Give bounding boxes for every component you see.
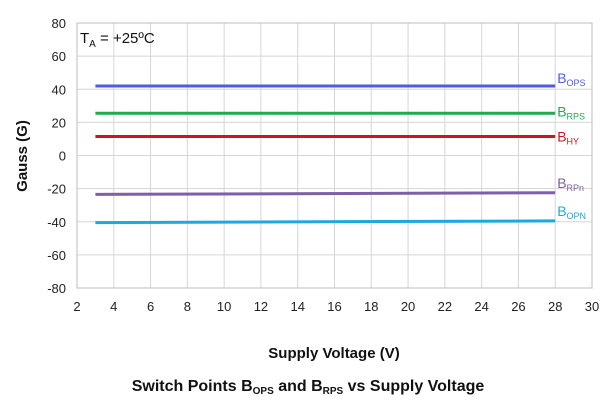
x-tick-label: 18 bbox=[364, 299, 378, 314]
x-tick-label: 30 bbox=[585, 299, 599, 314]
x-tick-label: 20 bbox=[401, 299, 415, 314]
x-tick-label: 8 bbox=[184, 299, 191, 314]
x-tick-label: 28 bbox=[548, 299, 562, 314]
x-tick-label: 4 bbox=[110, 299, 117, 314]
x-tick-label: 14 bbox=[290, 299, 304, 314]
x-axis-ticks: 2 4 6 8 10 12 14 16 18 20 22 24 26 28 30 bbox=[73, 299, 599, 314]
x-tick-label: 16 bbox=[327, 299, 341, 314]
y-tick-label: -20 bbox=[47, 182, 66, 197]
x-tick-label: 2 bbox=[73, 299, 80, 314]
y-tick-label: 40 bbox=[52, 82, 66, 97]
series-lines bbox=[95, 84, 556, 225]
y-tick-label: 60 bbox=[52, 49, 66, 64]
series-label-bhy: BHY bbox=[557, 128, 579, 146]
x-axis-title: Supply Voltage (V) bbox=[268, 345, 399, 362]
series-label-bops: BOPS bbox=[557, 70, 585, 88]
x-tick-label: 26 bbox=[511, 299, 525, 314]
x-tick-label: 6 bbox=[147, 299, 154, 314]
x-tick-label: 24 bbox=[474, 299, 488, 314]
series-label-bopn: BOPN bbox=[557, 203, 586, 221]
y-tick-label: -80 bbox=[47, 281, 66, 296]
grid bbox=[76, 22, 593, 289]
series-line-brpn bbox=[95, 191, 556, 196]
x-tick-label: 10 bbox=[217, 299, 231, 314]
series-labels: BOPS BRPS BHY BRPn BOPN bbox=[557, 70, 586, 221]
series-label-brps: BRPS bbox=[557, 103, 585, 121]
y-tick-label: -40 bbox=[47, 215, 66, 230]
y-axis-title: Gauss (G) bbox=[14, 120, 31, 192]
chart-title: Switch Points BOPS and BRPS vs Supply Vo… bbox=[131, 378, 485, 397]
temperature-annotation: TA = +25ºC bbox=[80, 30, 155, 50]
series-line-bopn bbox=[95, 219, 556, 225]
y-tick-label: 0 bbox=[59, 149, 66, 164]
series-label-brpn: BRPn bbox=[557, 175, 584, 193]
y-axis-ticks: 80 60 40 20 0 -20 -40 -60 -80 bbox=[47, 16, 66, 296]
y-tick-label: 80 bbox=[52, 16, 66, 31]
y-tick-label: -60 bbox=[47, 248, 66, 263]
x-tick-label: 22 bbox=[438, 299, 452, 314]
x-tick-label: 12 bbox=[254, 299, 268, 314]
y-tick-label: 20 bbox=[52, 115, 66, 130]
